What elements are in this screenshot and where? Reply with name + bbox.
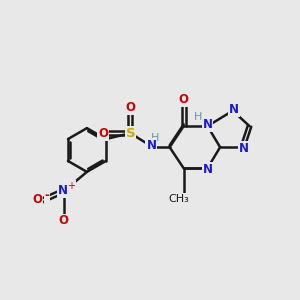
Text: N: N — [146, 139, 156, 152]
Text: N: N — [58, 184, 68, 197]
Text: O: O — [98, 127, 108, 140]
Text: -: - — [45, 189, 50, 202]
Text: CH₃: CH₃ — [168, 194, 189, 203]
Text: O: O — [125, 101, 135, 114]
Text: N: N — [202, 163, 212, 176]
Text: O: O — [32, 193, 42, 206]
Text: N: N — [202, 118, 212, 131]
Text: O: O — [58, 214, 68, 227]
Text: H: H — [151, 133, 159, 143]
Text: +: + — [68, 181, 76, 190]
Text: N: N — [229, 103, 239, 116]
Text: N: N — [239, 142, 249, 155]
Text: O: O — [179, 93, 189, 106]
Text: S: S — [126, 127, 135, 140]
Text: H: H — [194, 112, 202, 122]
